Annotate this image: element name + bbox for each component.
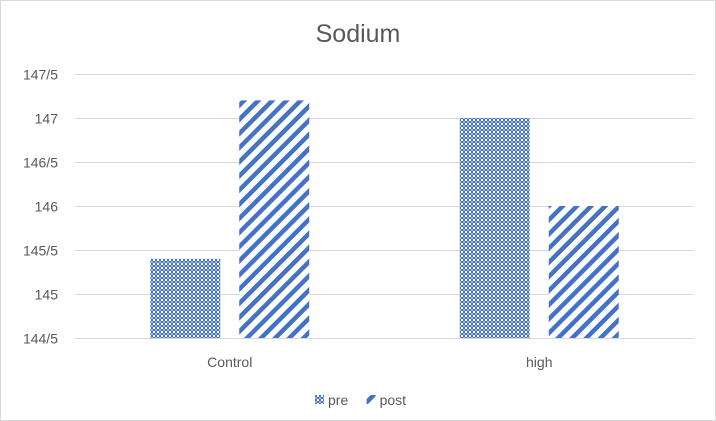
y-tick-label: 144/5 [23, 331, 58, 347]
bars [150, 100, 619, 339]
y-tick-label: 145/5 [23, 243, 58, 259]
y-tick-label: 146 [35, 199, 59, 215]
legend: pre post [315, 392, 406, 408]
y-tick-label: 146/5 [23, 155, 58, 171]
legend-swatch-post [366, 395, 376, 404]
y-tick-label: 147/5 [23, 67, 58, 83]
bar-pre-control [150, 258, 221, 338]
legend-item-post: post [366, 392, 407, 408]
legend-label-post: post [380, 392, 407, 408]
y-tick-label: 145 [35, 287, 59, 303]
chart-title: Sodium [316, 20, 401, 48]
x-axis-categories: Control high [207, 354, 552, 370]
legend-item-pre: pre [315, 392, 348, 408]
bar-pre-high [459, 118, 530, 338]
y-tick-label: 147 [35, 111, 59, 127]
legend-label-pre: pre [328, 392, 348, 408]
x-category-label: high [526, 354, 552, 370]
bar-post-high [548, 206, 619, 338]
y-axis-ticks: 144/5 145 145/5 146 146/5 147 147/5 [23, 67, 58, 347]
bar-post-control [239, 100, 310, 339]
x-category-label: Control [207, 354, 252, 370]
legend-swatch-pre [315, 395, 324, 404]
